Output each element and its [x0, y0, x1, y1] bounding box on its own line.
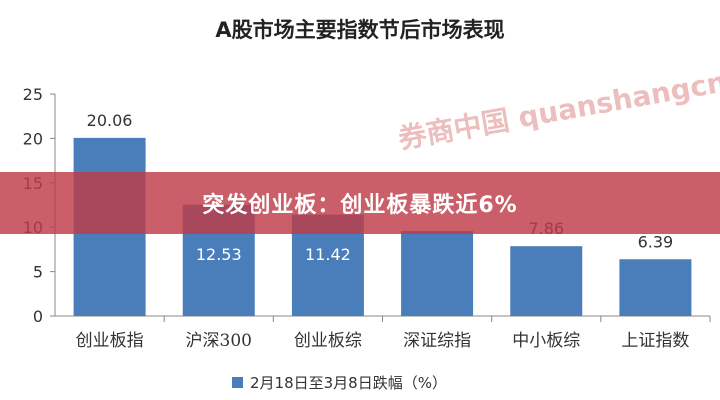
data-label: 12.53 — [196, 245, 242, 264]
bar — [510, 246, 583, 316]
headline-banner: 突发创业板：创业板暴跌近6% — [0, 172, 720, 234]
x-tick-label: 创业板综 — [294, 331, 362, 351]
bar — [619, 259, 692, 316]
banner-text: 突发创业板：创业板暴跌近6% — [202, 193, 518, 218]
bar — [401, 231, 474, 316]
data-label: 6.39 — [638, 232, 674, 251]
legend-swatch — [232, 377, 243, 388]
legend-label: 2月18日至3月8日跌幅（%） — [250, 374, 447, 392]
x-tick-label: 上证指数 — [621, 331, 689, 351]
x-tick-label: 创业板指 — [76, 331, 144, 351]
data-label: 20.06 — [87, 111, 133, 130]
y-tick-label: 0 — [33, 307, 43, 326]
chart-title: A股市场主要指数节后市场表现 — [215, 18, 505, 42]
data-label: 11.42 — [305, 245, 351, 264]
y-tick-label: 20 — [23, 129, 43, 148]
x-tick-label: 深证综指 — [403, 331, 471, 351]
x-tick-label: 沪深300 — [186, 331, 252, 351]
x-tick-label: 中小板综 — [512, 331, 580, 351]
y-tick-label: 5 — [33, 263, 43, 282]
y-tick-label: 25 — [23, 85, 43, 104]
